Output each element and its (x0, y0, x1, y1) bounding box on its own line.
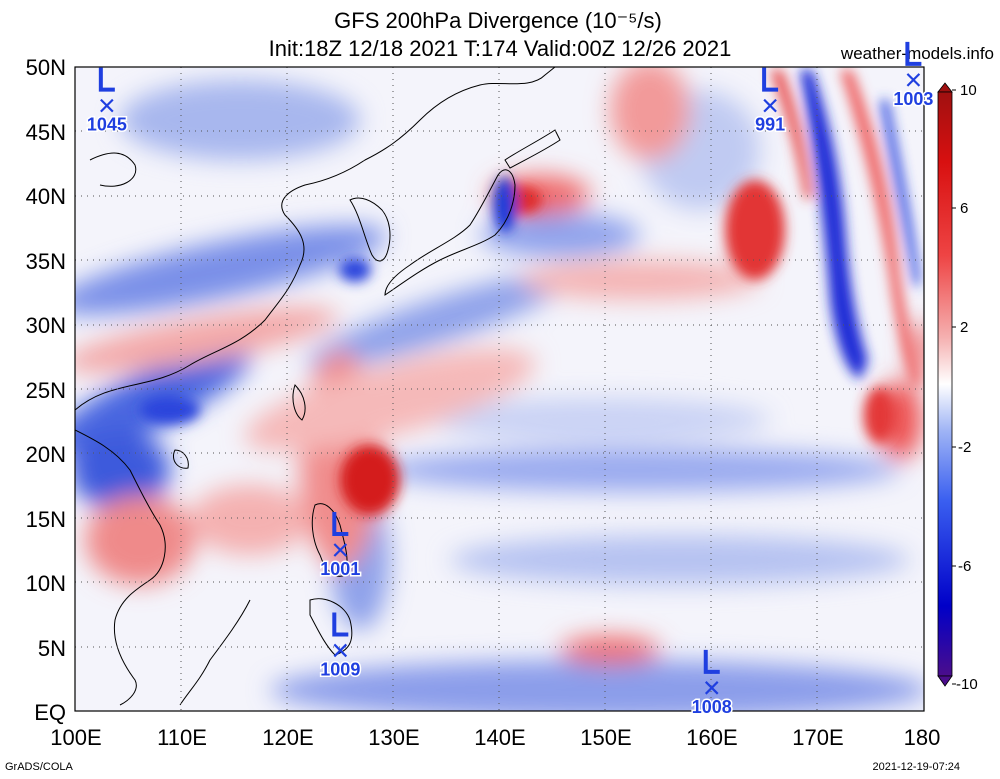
lon-label: 130E (368, 725, 419, 750)
low-center-icon (100, 98, 114, 113)
low-L-icon (905, 41, 922, 66)
colorbar: 10 6 2 -2 -6 -10 (937, 82, 978, 693)
lon-label: 150E (580, 725, 631, 750)
low-marker: 1045 (85, 67, 128, 136)
lat-label: 35N (26, 249, 66, 274)
colorbar-label: 10 (960, 82, 977, 99)
lat-label: 25N (26, 378, 66, 403)
low-pressure-value: 1003 (893, 89, 933, 109)
lat-label: EQ (34, 700, 66, 725)
low-L-icon (332, 512, 349, 536)
low-center-icon (763, 98, 777, 113)
low-marker: 1008 (690, 649, 733, 718)
map-frame (74, 66, 925, 712)
low-pressure-value: 1001 (320, 559, 360, 579)
low-marker: 1009 (319, 612, 362, 681)
lat-label: 20N (26, 442, 66, 467)
low-pressure-value: 1009 (320, 659, 360, 679)
low-L-icon (98, 67, 115, 92)
site-credit[interactable]: weather-models.info (840, 44, 994, 63)
latitude-labels: 50N 45N 40N 35N 30N 25N 20N 15N 10N 5N E… (26, 55, 66, 725)
lon-label: 110E (157, 725, 207, 750)
lon-label: 180 (904, 725, 941, 750)
low-center-icon (333, 643, 348, 658)
lat-label: 15N (26, 507, 66, 532)
low-center-icon (906, 73, 921, 87)
lat-label: 5N (38, 636, 66, 661)
colorbar-label: 6 (960, 200, 968, 217)
low-marker: 1001 (319, 512, 362, 581)
colorbar-label: -2 (958, 439, 971, 456)
colorbar-label: -6 (958, 558, 971, 575)
footer-timestamp: 2021-12-19-07:24 (872, 761, 960, 773)
lat-label: 40N (26, 184, 66, 209)
low-pressure-value: 1045 (87, 115, 127, 135)
low-marker: 991 (754, 67, 787, 136)
longitude-labels: 100E 110E 120E 130E 140E 150E 160E 170E … (50, 725, 940, 750)
lon-label: 160E (686, 725, 737, 750)
low-pressure-value: 1008 (692, 697, 732, 717)
footer-credit: GrADS/COLA (5, 761, 73, 773)
low-pressure-value: 991 (755, 115, 785, 135)
map-title: GFS 200hPa Divergence (10⁻⁵/s) (334, 8, 662, 33)
colorbar-label: 2 (960, 319, 968, 336)
lat-label: 30N (26, 313, 66, 338)
lon-label: 100E (50, 725, 101, 750)
colorbar-label: -10 (956, 676, 978, 693)
low-pressure-markers: 1045 991 1003 1001 1009 1008 (85, 41, 935, 718)
low-center-icon (333, 543, 348, 557)
divergence-field (75, 67, 924, 711)
low-center-icon (704, 681, 719, 695)
map-subtitle: Init:18Z 12/18 2021 T:174 Valid:00Z 12/2… (268, 36, 732, 61)
lon-label: 170E (792, 725, 843, 750)
lat-label: 10N (26, 571, 66, 596)
lat-label: 50N (26, 55, 66, 80)
low-marker: 1003 (892, 41, 935, 110)
lat-label: 45N (26, 120, 66, 145)
lon-label: 140E (474, 725, 525, 750)
low-L-icon (762, 67, 779, 92)
low-L-icon (703, 649, 720, 674)
low-L-icon (332, 612, 349, 637)
lon-label: 120E (262, 725, 313, 750)
